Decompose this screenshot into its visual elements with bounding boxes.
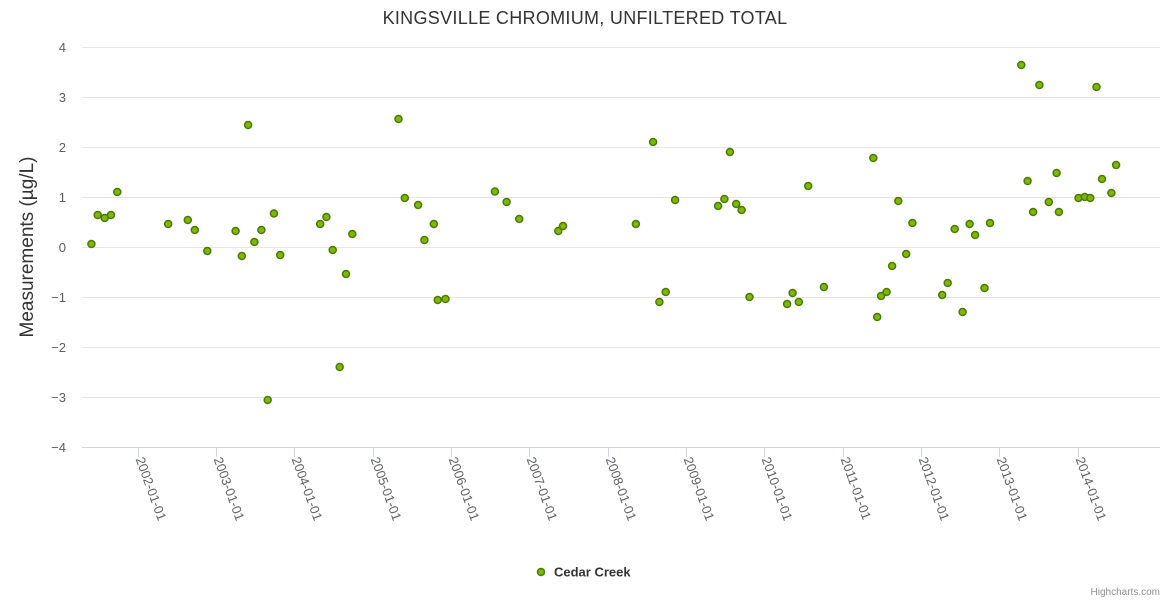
data-point[interactable] <box>335 362 344 372</box>
data-point[interactable] <box>713 201 723 211</box>
data-point[interactable] <box>243 120 253 130</box>
data-point[interactable] <box>869 153 878 163</box>
data-point[interactable] <box>745 292 754 302</box>
data-point[interactable] <box>237 251 247 261</box>
data-point[interactable] <box>1023 176 1032 186</box>
data-point[interactable] <box>908 218 917 228</box>
data-point[interactable] <box>490 187 500 196</box>
data-point[interactable] <box>315 219 325 229</box>
data-point[interactable] <box>894 196 903 206</box>
data-point[interactable] <box>502 197 511 207</box>
data-point[interactable] <box>737 205 746 215</box>
data-point[interactable] <box>648 137 658 147</box>
data-point[interactable] <box>106 210 116 220</box>
data-point[interactable] <box>720 194 729 204</box>
data-point[interactable] <box>341 269 351 279</box>
y-tick-label: 2 <box>59 140 66 155</box>
legend-marker-icon[interactable] <box>536 567 546 577</box>
y-tick-label: 4 <box>59 40 66 55</box>
data-point[interactable] <box>965 219 974 229</box>
data-point[interactable] <box>1044 197 1054 207</box>
data-point[interactable] <box>1086 193 1095 203</box>
y-tick-label: −2 <box>51 340 66 355</box>
data-point[interactable] <box>250 237 259 247</box>
data-point[interactable] <box>269 209 279 218</box>
data-point[interactable] <box>514 214 524 224</box>
data-point[interactable] <box>554 226 563 236</box>
data-point[interactable] <box>203 246 212 256</box>
data-point[interactable] <box>731 199 741 209</box>
y-tick-label: 0 <box>59 240 66 255</box>
data-point[interactable] <box>441 294 450 304</box>
data-point[interactable] <box>190 225 200 235</box>
data-point[interactable] <box>788 288 797 298</box>
data-point[interactable] <box>1111 160 1121 170</box>
data-point[interactable] <box>1052 168 1061 178</box>
data-point[interactable] <box>1028 207 1038 217</box>
y-axis-label: Measurements (µg/L) <box>17 157 38 338</box>
data-point[interactable] <box>87 239 96 249</box>
y-tick-label: −3 <box>51 390 66 405</box>
data-point[interactable] <box>882 287 891 297</box>
data-point[interactable] <box>872 312 882 322</box>
data-point[interactable] <box>93 210 102 220</box>
data-point[interactable] <box>558 221 568 231</box>
data-point[interactable] <box>1107 188 1116 198</box>
data-point[interactable] <box>322 212 331 222</box>
data-point[interactable] <box>970 230 980 240</box>
data-point[interactable] <box>901 249 911 259</box>
data-point[interactable] <box>958 307 967 317</box>
data-point[interactable] <box>183 215 193 225</box>
legend-item-cedar-creek[interactable]: Cedar Creek <box>554 565 631 580</box>
data-point[interactable] <box>985 218 995 228</box>
data-point[interactable] <box>275 250 285 260</box>
grid-lines <box>82 47 1160 398</box>
data-point[interactable] <box>1054 207 1064 217</box>
data-point[interactable] <box>943 278 952 288</box>
data-point[interactable] <box>670 195 680 205</box>
data-point[interactable] <box>263 395 272 405</box>
data-point[interactable] <box>937 290 947 300</box>
data-point[interactable] <box>950 224 959 234</box>
data-point[interactable] <box>725 147 735 157</box>
data-point[interactable] <box>980 283 989 293</box>
data-point[interactable] <box>429 219 439 229</box>
data-point[interactable] <box>394 114 403 124</box>
chart-title: KINGSVILLE CHROMIUM, UNFILTERED TOTAL <box>383 8 788 28</box>
y-tick-label: −1 <box>51 290 66 305</box>
data-point[interactable] <box>819 282 829 292</box>
data-point[interactable] <box>661 287 670 297</box>
data-point[interactable] <box>420 235 429 245</box>
data-point[interactable] <box>1092 82 1101 92</box>
data-point[interactable] <box>328 245 337 255</box>
data-point[interactable] <box>1017 60 1026 70</box>
data-point[interactable] <box>887 261 897 271</box>
data-point[interactable] <box>782 299 792 309</box>
data-point[interactable] <box>794 297 804 307</box>
data-point[interactable] <box>413 200 423 210</box>
data-point[interactable] <box>400 193 410 203</box>
y-tick-label: 1 <box>59 190 66 205</box>
data-point[interactable] <box>163 219 173 229</box>
data-point[interactable] <box>876 291 886 301</box>
data-point[interactable] <box>1035 80 1044 90</box>
data-point[interactable] <box>257 225 266 235</box>
data-point[interactable] <box>1097 174 1107 184</box>
y-tick-label: −4 <box>51 440 66 455</box>
data-point[interactable] <box>348 229 357 239</box>
data-point[interactable] <box>231 226 240 236</box>
data-point[interactable] <box>433 295 442 305</box>
data-point[interactable] <box>655 297 664 307</box>
y-tick-label: 3 <box>59 90 66 105</box>
data-point[interactable] <box>631 219 641 229</box>
legend[interactable]: Cedar Creek <box>536 565 632 580</box>
data-series-cedar-creek[interactable] <box>87 60 1121 405</box>
y-axis-ticks: 4 3 2 1 0 −1 −2 −3 −4 <box>51 40 66 455</box>
data-point[interactable] <box>113 187 122 197</box>
data-point[interactable] <box>803 181 813 191</box>
credits-link[interactable]: Highcharts.com <box>1091 587 1160 598</box>
